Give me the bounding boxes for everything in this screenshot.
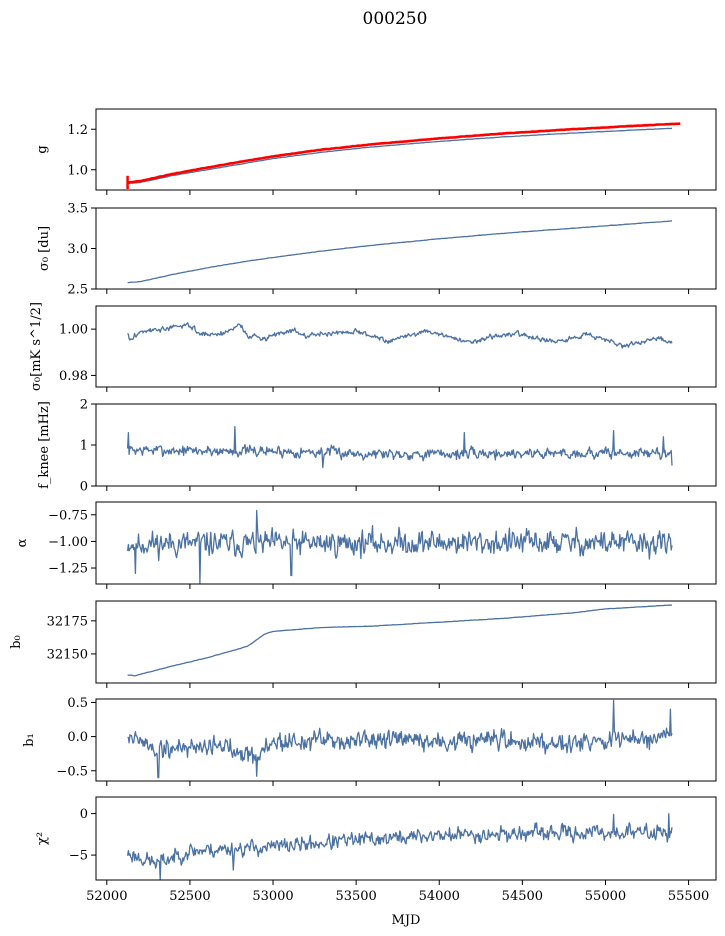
xtick-label-4: 54000 [419, 889, 460, 904]
xtick-label-1: 52500 [169, 889, 210, 904]
series-line-sigma0_du-0 [127, 220, 673, 284]
axes-frame-sigma0_mKs [95, 305, 717, 388]
ytick-label-g-0: 1.0 [67, 163, 88, 178]
ytick-label-fknee-2: 2 [80, 398, 88, 413]
axes-frame-b1 [95, 698, 717, 782]
xtick-label-3: 53500 [335, 889, 376, 904]
ytick-label-sigma0_du-1: 3.0 [67, 242, 88, 257]
panel-fknee: 0 1 2 f_knee [mHz] [37, 398, 717, 495]
ylabel-g: g [35, 145, 50, 153]
ylabel-chi2: χ² [35, 832, 50, 845]
ytick-label-chi2-1: 0 [80, 807, 88, 822]
panel-sigma0_mKs: 0.98 1.00 σ₀[mK s^1/2] [29, 302, 717, 392]
ytick-label-b1-0: −0.5 [56, 764, 88, 779]
xtick-label-7: 55500 [668, 889, 709, 904]
panel-b0: 32150 32175 b₀ [9, 600, 717, 688]
series-line-g-1 [127, 122, 681, 184]
ylabel-b0: b₀ [9, 635, 24, 649]
axes-frame-alpha [95, 501, 717, 585]
series-line-b1-0 [127, 699, 673, 779]
ytick-label-alpha-2: −0.75 [48, 508, 88, 523]
ytick-label-b1-1: 0.0 [67, 730, 88, 745]
axes-frame-g [95, 108, 717, 191]
ytick-label-alpha-0: −1.25 [48, 562, 88, 577]
panel-chi2: −5 0 52000 52500 53000 53500 54000 54500 55000 55… [35, 796, 717, 904]
series-line-b0-0 [127, 604, 673, 677]
x-axis-label: MJD [392, 913, 421, 928]
series-line-chi2-0 [126, 812, 673, 880]
ytick-label-fknee-0: 0 [80, 480, 88, 495]
ytick-label-b1-2: 0.5 [67, 696, 88, 711]
axes-frame-b0 [95, 600, 717, 684]
ytick-label-alpha-1: −1.00 [48, 535, 88, 550]
panel-alpha: −1.25 −1.00 −0.75 α [15, 501, 717, 589]
ylabel-sigma0_du: σ₀ [du] [37, 226, 52, 271]
ytick-label-b0-0: 32150 [47, 647, 88, 662]
ytick-label-sigma0_du-0: 2.5 [67, 283, 88, 298]
figure-title: 000250 [363, 9, 428, 29]
xtick-label-6: 55000 [585, 889, 626, 904]
panel-b1: −0.5 0.0 0.5 b₁ [22, 696, 717, 786]
axes-frame-chi2 [95, 796, 717, 881]
ytick-label-b0-1: 32175 [47, 614, 88, 629]
axes-frame-sigma0_du [95, 207, 717, 290]
ytick-label-g-1: 1.2 [67, 123, 88, 138]
series-line-alpha-0 [126, 509, 673, 584]
panel-g: 1.0 1.2 g [35, 108, 717, 195]
axes-frame-fknee [95, 403, 717, 487]
panels: 1.0 1.2 g 2.5 3.0 3.5 σ₀ [du] 0.98 1.00 σ₀[mK s^1… [9, 108, 717, 904]
xtick-label-2: 53000 [252, 889, 293, 904]
ytick-label-fknee-1: 1 [80, 439, 88, 454]
xtick-label-5: 54500 [502, 889, 543, 904]
ytick-label-sigma0_mKs-0: 0.98 [59, 369, 88, 384]
ylabel-fknee: f_knee [mHz] [37, 401, 52, 489]
series-line-sigma0_mKs-0 [127, 322, 673, 349]
series-line-g-0 [127, 127, 673, 185]
ytick-label-chi2-0: −5 [69, 849, 88, 864]
ylabel-b1: b₁ [22, 733, 37, 747]
series-line-fknee-0 [126, 425, 673, 469]
ylabel-sigma0_mKs: σ₀[mK s^1/2] [29, 302, 44, 391]
xtick-label-0: 52000 [86, 889, 127, 904]
ytick-label-sigma0_mKs-1: 1.00 [59, 323, 88, 338]
ytick-label-sigma0_du-2: 3.5 [67, 202, 88, 217]
panel-sigma0_du: 2.5 3.0 3.5 σ₀ [du] [37, 202, 717, 298]
ylabel-alpha: α [15, 538, 30, 547]
